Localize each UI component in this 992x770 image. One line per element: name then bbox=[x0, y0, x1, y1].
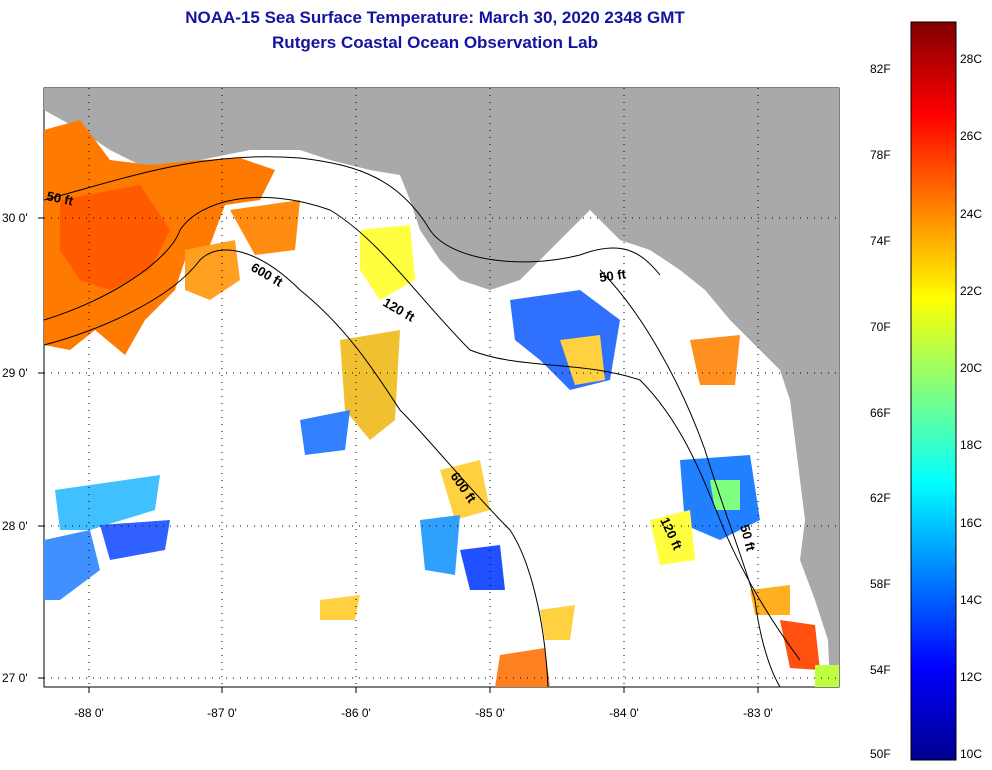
colorbar-c-label: 20C bbox=[960, 361, 982, 375]
colorbar-c-label: 24C bbox=[960, 207, 982, 221]
axis-ticks bbox=[38, 217, 759, 693]
lat-label: 30 0' bbox=[2, 211, 28, 225]
lat-label: 29 0' bbox=[2, 366, 28, 380]
colorbar-f-label: 54F bbox=[870, 663, 891, 677]
colorbar-f-label: 66F bbox=[870, 406, 891, 420]
lon-label: -83 0' bbox=[743, 706, 773, 720]
colorbar-f-label: 82F bbox=[870, 62, 891, 76]
colorbar-fahrenheit-scale: 82F 78F 74F 70F 66F 62F 58F 54F 50F bbox=[870, 62, 891, 761]
colorbar-f-label: 58F bbox=[870, 577, 891, 591]
colorbar-c-label: 14C bbox=[960, 593, 982, 607]
colorbar-c-label: 12C bbox=[960, 670, 982, 684]
contour-label-50ft-south: 50 ft bbox=[737, 523, 759, 553]
lat-label: 27 0' bbox=[2, 671, 28, 685]
colorbar-c-label: 16C bbox=[960, 516, 982, 530]
lon-label: -85 0' bbox=[475, 706, 505, 720]
colorbar-c-label: 10C bbox=[960, 747, 982, 761]
lon-label: -87 0' bbox=[207, 706, 237, 720]
depth-contours bbox=[44, 156, 801, 687]
colorbar-c-label: 22C bbox=[960, 284, 982, 298]
colorbar-f-label: 50F bbox=[870, 747, 891, 761]
colorbar bbox=[910, 21, 957, 761]
lon-label: -86 0' bbox=[341, 706, 371, 720]
colorbar-f-label: 62F bbox=[870, 491, 891, 505]
contour-label-50ft-west: 50 ft bbox=[45, 188, 75, 208]
map-subtitle: Rutgers Coastal Ocean Observation Lab bbox=[272, 33, 598, 52]
lon-label: -88 0' bbox=[74, 706, 104, 720]
colorbar-f-label: 70F bbox=[870, 320, 891, 334]
land-mass bbox=[44, 88, 839, 687]
colorbar-c-label: 18C bbox=[960, 438, 982, 452]
colorbar-celsius-scale: 28C 26C 24C 22C 20C 18C 16C 14C 12C 10C bbox=[960, 52, 982, 761]
sst-data bbox=[44, 120, 839, 687]
colorbar-f-label: 74F bbox=[870, 234, 891, 248]
lat-label: 28 0' bbox=[2, 519, 28, 533]
colorbar-c-label: 26C bbox=[960, 129, 982, 143]
colorbar-c-label: 28C bbox=[960, 52, 982, 66]
lon-label: -84 0' bbox=[609, 706, 639, 720]
map-title: NOAA-15 Sea Surface Temperature: March 3… bbox=[185, 8, 685, 27]
colorbar-f-label: 78F bbox=[870, 148, 891, 162]
contour-label-50ft-north: 50 ft bbox=[598, 266, 627, 285]
